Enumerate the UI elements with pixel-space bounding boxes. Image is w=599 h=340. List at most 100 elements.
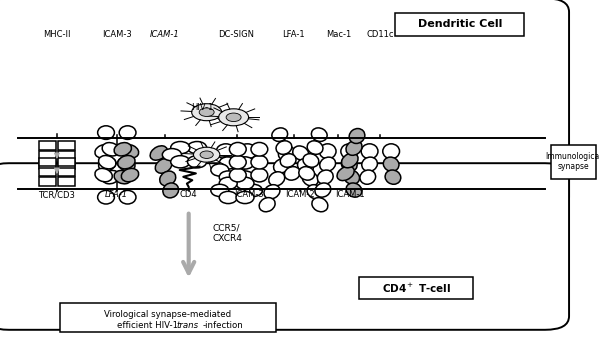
Ellipse shape <box>122 168 138 182</box>
Text: LFA-1: LFA-1 <box>105 190 128 199</box>
Ellipse shape <box>226 113 241 121</box>
Bar <box>359 277 473 299</box>
Ellipse shape <box>219 191 237 204</box>
Bar <box>39 168 56 176</box>
Ellipse shape <box>341 153 358 168</box>
Ellipse shape <box>171 156 190 168</box>
Ellipse shape <box>114 170 131 184</box>
Ellipse shape <box>344 170 359 184</box>
Text: MHC-II: MHC-II <box>43 30 71 39</box>
Ellipse shape <box>211 184 229 197</box>
Ellipse shape <box>311 128 327 141</box>
Ellipse shape <box>341 144 358 159</box>
Ellipse shape <box>293 146 308 160</box>
Ellipse shape <box>317 170 333 184</box>
Ellipse shape <box>200 151 213 158</box>
Ellipse shape <box>114 142 131 156</box>
Ellipse shape <box>349 129 365 143</box>
Bar <box>58 141 75 150</box>
Text: HIV-1: HIV-1 <box>191 103 214 112</box>
Ellipse shape <box>251 168 268 182</box>
Ellipse shape <box>219 109 249 126</box>
Ellipse shape <box>118 155 135 169</box>
Ellipse shape <box>229 155 246 169</box>
Text: Virological synapse-mediated: Virological synapse-mediated <box>104 310 231 319</box>
Bar <box>39 158 56 166</box>
Text: ICAM-1: ICAM-1 <box>335 190 365 199</box>
Ellipse shape <box>280 154 296 167</box>
Ellipse shape <box>312 198 328 212</box>
Ellipse shape <box>162 149 181 161</box>
Bar <box>60 303 276 332</box>
Ellipse shape <box>251 155 268 169</box>
Text: ICAM-3: ICAM-3 <box>102 30 132 39</box>
Text: LFA-1: LFA-1 <box>282 30 305 39</box>
Ellipse shape <box>276 141 292 154</box>
Ellipse shape <box>319 144 336 159</box>
Text: CD11c: CD11c <box>367 30 394 39</box>
Ellipse shape <box>219 177 237 189</box>
Ellipse shape <box>341 157 357 171</box>
Ellipse shape <box>102 142 119 156</box>
Ellipse shape <box>307 141 323 154</box>
Ellipse shape <box>299 167 314 180</box>
Ellipse shape <box>163 183 179 198</box>
Ellipse shape <box>383 157 399 171</box>
Ellipse shape <box>98 190 114 204</box>
Ellipse shape <box>361 144 378 159</box>
Ellipse shape <box>99 157 116 171</box>
Ellipse shape <box>303 154 319 167</box>
Text: CD4$^+$ T-cell: CD4$^+$ T-cell <box>382 282 451 294</box>
Ellipse shape <box>236 177 254 189</box>
Ellipse shape <box>244 164 262 176</box>
Ellipse shape <box>337 166 354 181</box>
Ellipse shape <box>119 190 136 204</box>
Text: Mac-1: Mac-1 <box>326 30 351 39</box>
Ellipse shape <box>298 159 313 173</box>
Ellipse shape <box>238 144 257 159</box>
Ellipse shape <box>274 159 289 173</box>
Ellipse shape <box>272 128 288 141</box>
Ellipse shape <box>216 144 235 159</box>
Text: CCR5/
CXCR4: CCR5/ CXCR4 <box>213 223 243 243</box>
Ellipse shape <box>95 144 112 158</box>
Bar <box>39 161 56 169</box>
Text: CD4: CD4 <box>180 190 198 199</box>
Bar <box>58 177 75 186</box>
Ellipse shape <box>229 142 246 156</box>
Ellipse shape <box>196 149 215 161</box>
Text: DC-SIGN: DC-SIGN <box>219 30 255 39</box>
Ellipse shape <box>251 142 268 156</box>
Ellipse shape <box>192 104 222 121</box>
Text: ICAM-1: ICAM-1 <box>150 30 180 39</box>
Ellipse shape <box>122 144 138 158</box>
Ellipse shape <box>302 172 318 186</box>
Ellipse shape <box>236 171 254 183</box>
Text: Dendritic Cell: Dendritic Cell <box>418 19 502 29</box>
Bar <box>551 144 596 178</box>
Bar <box>395 13 524 36</box>
Text: efficient HIV-1: efficient HIV-1 <box>117 321 181 330</box>
Text: ICAM-3: ICAM-3 <box>234 190 264 199</box>
Ellipse shape <box>346 183 362 197</box>
Ellipse shape <box>360 170 376 184</box>
Bar <box>58 158 75 166</box>
FancyBboxPatch shape <box>0 0 569 211</box>
Ellipse shape <box>160 171 176 186</box>
Ellipse shape <box>211 164 229 176</box>
Ellipse shape <box>320 157 335 171</box>
Text: trans: trans <box>177 321 199 330</box>
Ellipse shape <box>98 126 114 139</box>
Ellipse shape <box>244 184 262 197</box>
Bar <box>58 168 75 176</box>
Ellipse shape <box>385 170 401 184</box>
Ellipse shape <box>236 157 254 169</box>
Ellipse shape <box>102 170 119 184</box>
Ellipse shape <box>219 171 237 183</box>
FancyBboxPatch shape <box>0 163 569 330</box>
Ellipse shape <box>193 147 220 162</box>
Ellipse shape <box>362 157 377 171</box>
Ellipse shape <box>229 168 246 182</box>
Bar <box>39 177 56 186</box>
Text: Immunological
synapse: Immunological synapse <box>545 152 599 171</box>
